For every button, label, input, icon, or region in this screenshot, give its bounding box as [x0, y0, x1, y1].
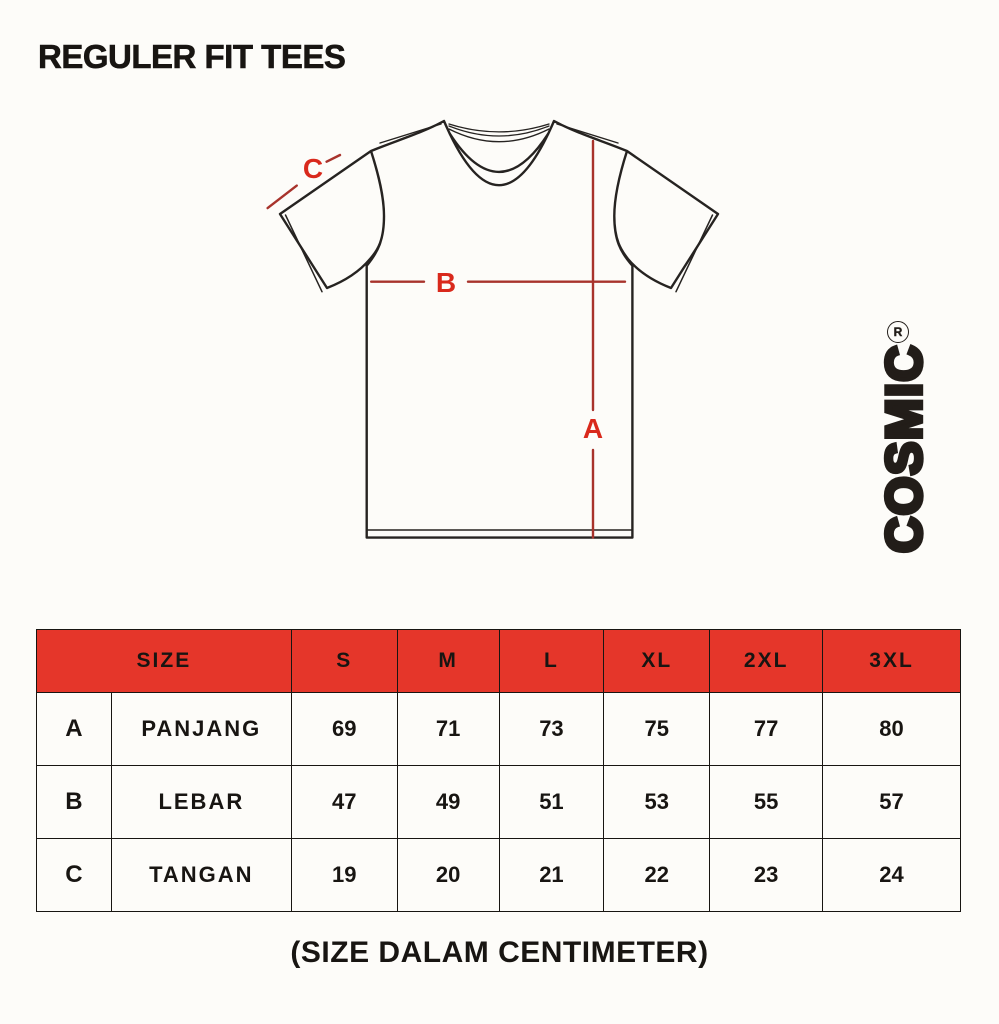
svg-text:B: B — [436, 267, 456, 298]
svg-text:A: A — [583, 413, 603, 444]
svg-text:C: C — [303, 153, 323, 184]
